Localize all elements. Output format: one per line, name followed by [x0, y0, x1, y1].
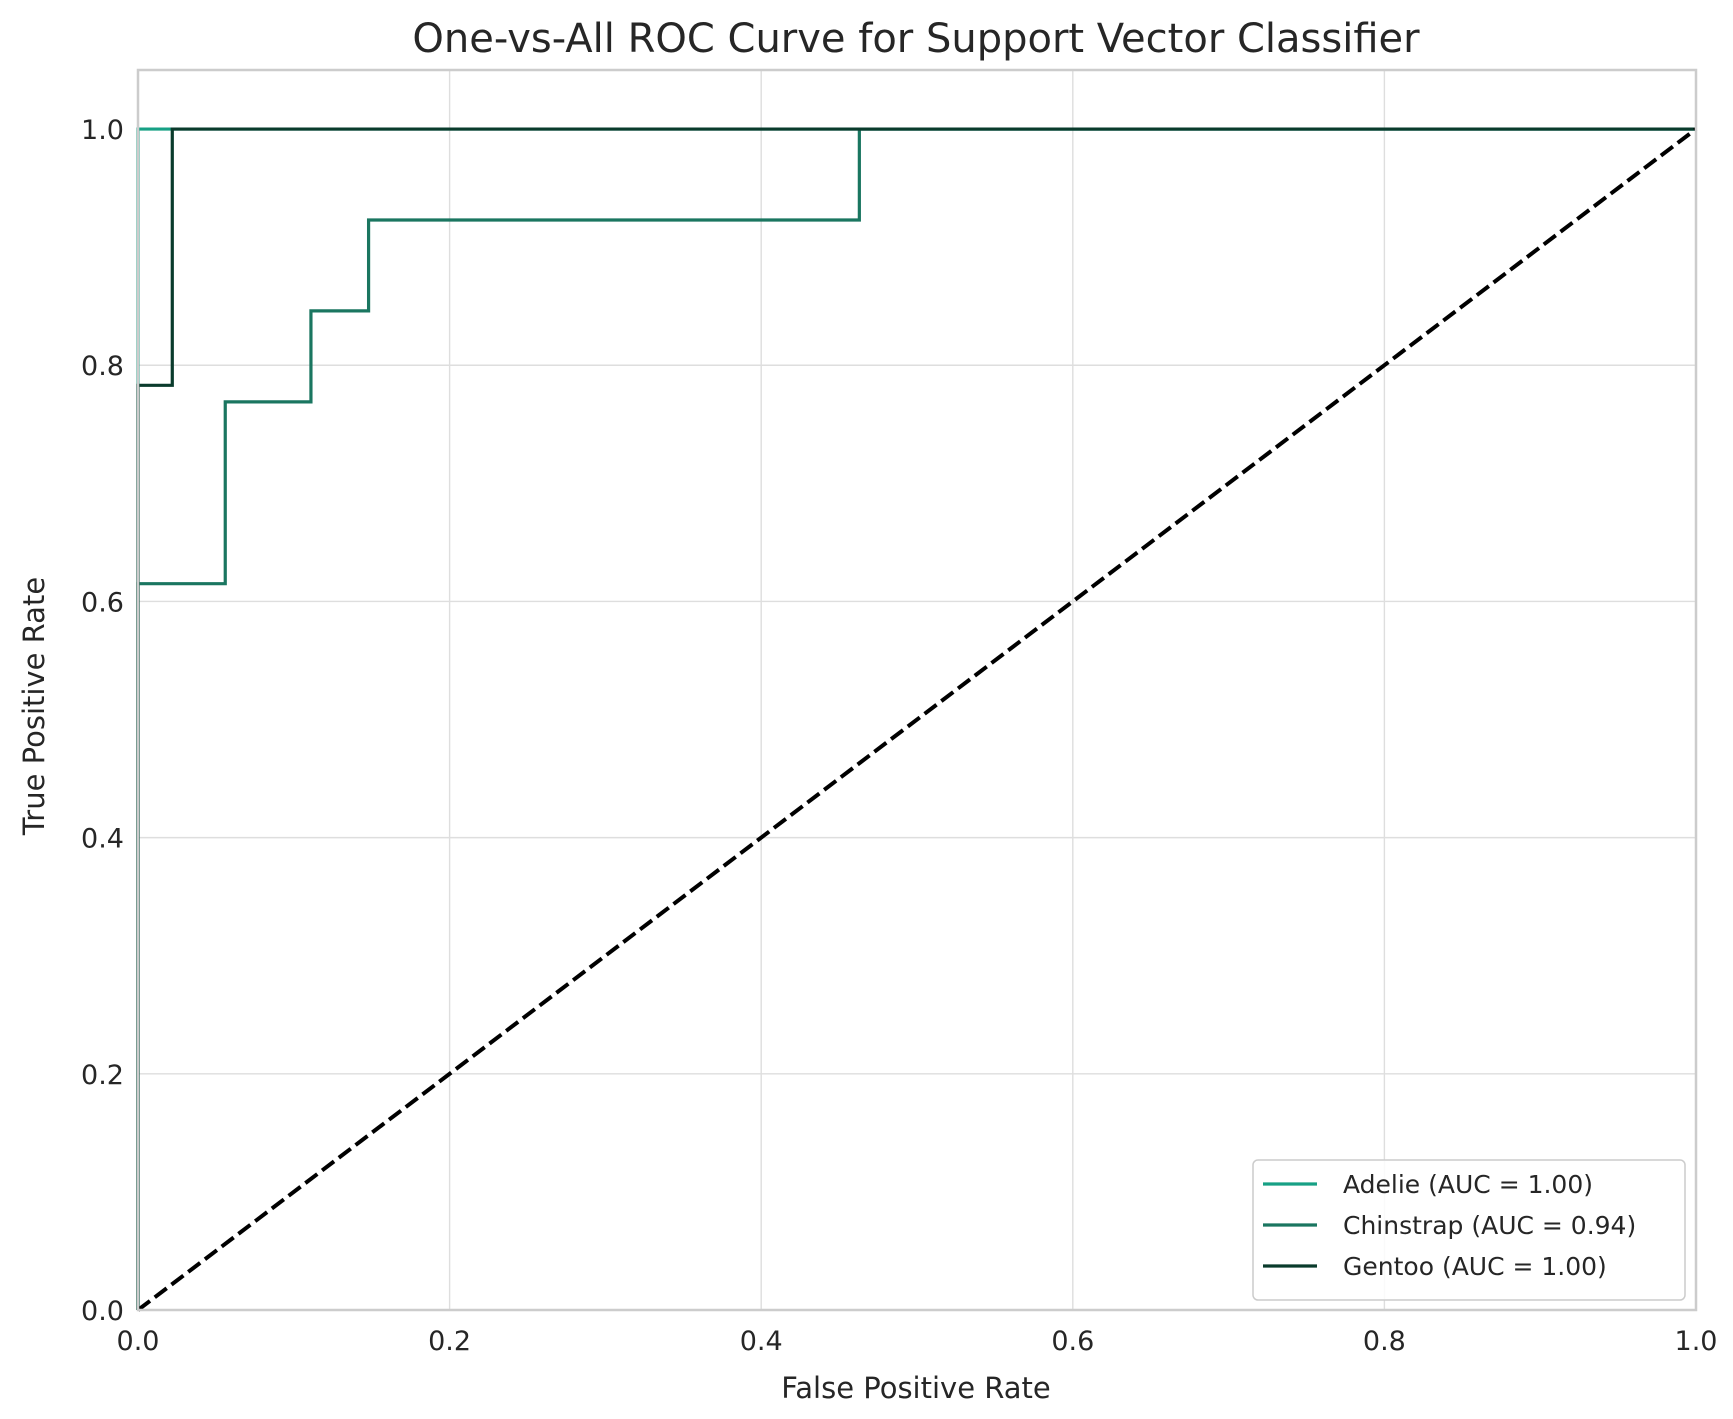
grid — [137, 70, 1697, 1311]
plot-frame — [136, 68, 1698, 1312]
legend: Adelie (AUC = 1.00) Chinstrap (AUC = 0.94… — [1252, 1159, 1686, 1301]
chance-reference-line — [136, 127, 1698, 1312]
y-tick-label: 0.4 — [81, 824, 124, 855]
series-lines — [136, 127, 1698, 1312]
y-tick-label: 0.8 — [81, 351, 124, 382]
x-tick-label: 0.8 — [1363, 1326, 1406, 1357]
tick-labels: 0.0 0.2 0.4 0.6 0.8 1.0 0.0 0.2 0.4 0.6 0.8 1.0 — [81, 115, 1717, 1357]
legend-label: Gentoo (AUC = 1.00) — [1343, 1252, 1607, 1281]
legend-box — [1252, 1159, 1686, 1301]
series-group — [136, 127, 1698, 1312]
y-tick-label: 0.0 — [81, 1296, 124, 1327]
x-tick-label: 0.6 — [1051, 1326, 1094, 1357]
x-tick-label: 0.2 — [428, 1326, 471, 1357]
x-tick-label: 1.0 — [1675, 1326, 1718, 1357]
legend-label: Chinstrap (AUC = 0.94) — [1343, 1211, 1636, 1240]
y-tick-label: 0.6 — [81, 587, 124, 618]
y-tick-label: 1.0 — [81, 115, 124, 146]
y-tick-label: 0.2 — [81, 1060, 124, 1091]
x-axis-label: False Positive Rate — [781, 1371, 1051, 1405]
x-tick-label: 0.4 — [740, 1326, 783, 1357]
roc-line-series-1 — [136, 127, 1696, 1310]
chart-title: One-vs-All ROC Curve for Support Vector … — [412, 16, 1420, 62]
x-tick-label: 0.0 — [117, 1326, 160, 1357]
y-axis-label: True Positive Rate — [17, 577, 51, 836]
legend-label: Adelie (AUC = 1.00) — [1343, 1170, 1593, 1199]
